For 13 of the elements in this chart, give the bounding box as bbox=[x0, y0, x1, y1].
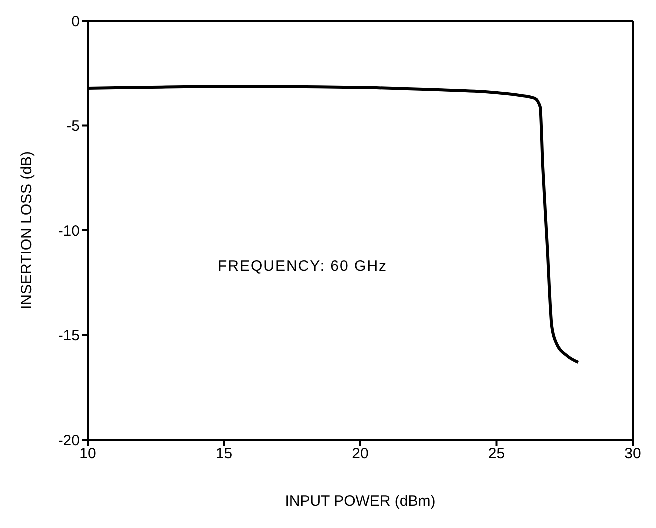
y-tick-label: -15 bbox=[58, 328, 80, 345]
x-tick-label: 10 bbox=[80, 446, 96, 463]
y-tick-label: 0 bbox=[72, 13, 80, 30]
y-axis-title: INSERTION LOSS (dB) bbox=[18, 151, 36, 310]
y-tick-label: -20 bbox=[58, 432, 80, 450]
x-tick-label: 25 bbox=[488, 446, 506, 463]
y-tick-label: -5 bbox=[66, 118, 80, 136]
x-tick-label: 30 bbox=[624, 446, 642, 463]
x-tick-label: 20 bbox=[352, 446, 369, 463]
x-tick-label: 15 bbox=[216, 446, 233, 463]
y-tick-label: -10 bbox=[58, 222, 80, 240]
annotation: FREQUENCY: 60 GHz bbox=[218, 258, 388, 275]
x-axis-title: INPUT POWER (dBm) bbox=[285, 493, 436, 510]
